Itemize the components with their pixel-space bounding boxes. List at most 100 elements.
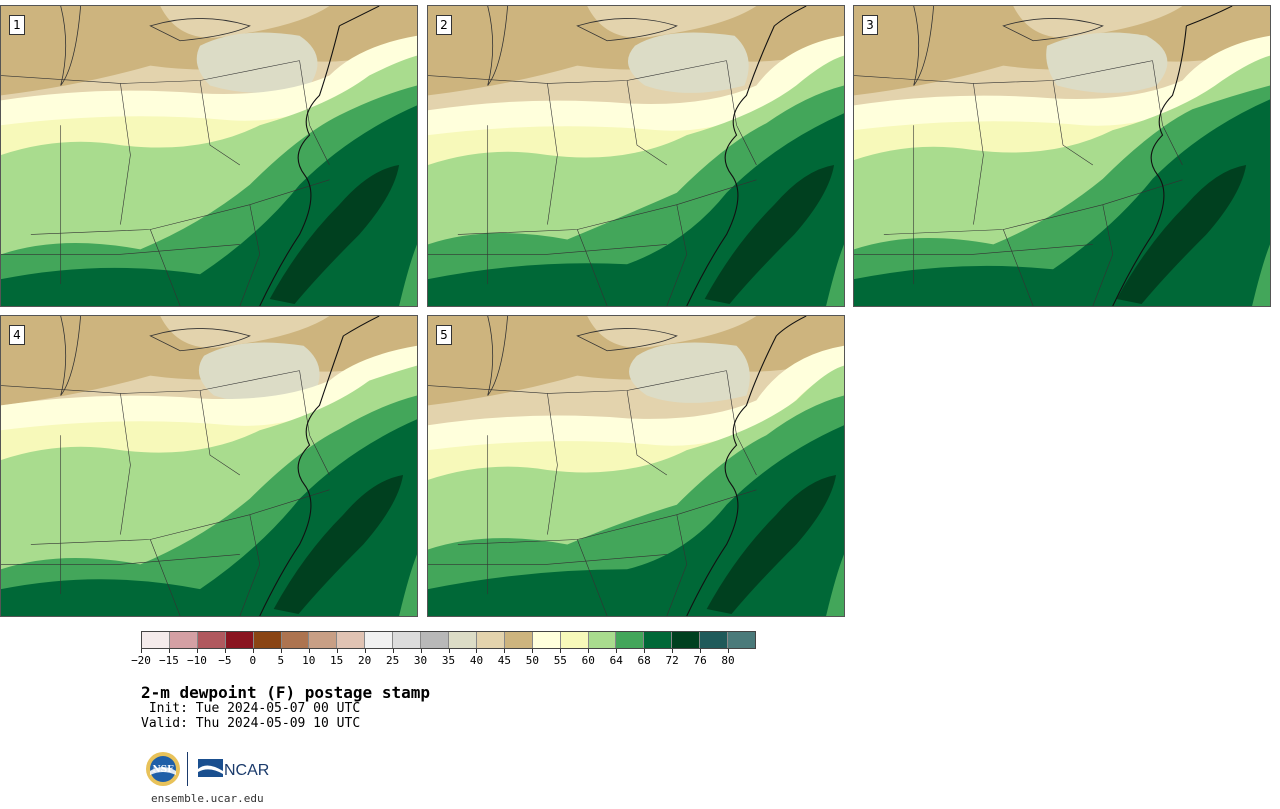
site-url: ensemble.ucar.edu: [151, 792, 264, 805]
state-border: [457, 489, 757, 545]
svg-text:NSF: NSF: [152, 765, 174, 775]
colorbar-tick-label: 40: [469, 654, 484, 667]
colorbar-tick: [700, 649, 702, 653]
state-border: [726, 60, 757, 166]
lake-outline: [1002, 18, 1104, 42]
colorbar-swatch: [337, 632, 366, 648]
colorbar-swatch: [448, 632, 477, 648]
state-border: [199, 390, 241, 476]
lake-outline: [487, 6, 509, 86]
colorbar-swatch: [616, 632, 645, 648]
lake-outline: [576, 328, 678, 352]
colorbar-tick: [308, 649, 310, 653]
panel-number: 4: [9, 325, 25, 345]
panel-number: 2: [436, 15, 452, 35]
colorbar-tick-label: 20: [358, 654, 372, 667]
state-border: [973, 83, 984, 225]
colorbar-swatch: [728, 632, 755, 648]
colorbar-tick-label: 10: [302, 654, 316, 667]
svg-text:NCAR: NCAR: [224, 762, 269, 779]
colorbar-tick: [728, 649, 730, 653]
lake-outline: [149, 18, 251, 42]
state-border: [1092, 204, 1114, 306]
colorbar-swatch: [644, 632, 673, 648]
state-border: [626, 390, 668, 476]
colorbar-tick-label: −5: [218, 654, 232, 667]
colorbar-tick-label: 80: [721, 654, 735, 667]
colorbar-tick: [252, 649, 254, 653]
state-border: [239, 204, 261, 306]
state-border: [1, 60, 300, 84]
state-border: [428, 60, 727, 84]
map-panel-2: 2: [427, 5, 845, 307]
map-panel-1: 1: [0, 5, 418, 307]
colorbar-tick: [196, 649, 198, 653]
colorbar-tick: [280, 649, 282, 653]
colorbar-tick-label: 35: [441, 654, 456, 667]
colorbar-tick-label: 5: [277, 654, 285, 667]
coastline: [1186, 6, 1233, 27]
colorbar-tick: [532, 649, 534, 653]
state-border: [666, 204, 688, 306]
very-dark-green-region: [269, 164, 400, 305]
lake-outline: [60, 316, 82, 396]
dewpoint-map: [428, 6, 844, 306]
ocean-region: [399, 244, 417, 306]
state-border: [577, 539, 608, 616]
colorbar-tick: [616, 649, 618, 653]
colorbar-swatch: [588, 632, 617, 648]
colorbar-tick-label: 55: [553, 654, 567, 667]
state-border: [666, 514, 688, 616]
colorbar-swatch: [309, 632, 338, 648]
colorbar-tick-label: 0: [249, 654, 257, 667]
state-border: [120, 393, 131, 535]
colorbar-swatch: [532, 632, 561, 648]
coastline: [774, 6, 807, 27]
colorbar-tick: [168, 649, 170, 653]
state-border: [239, 514, 261, 616]
colorbar-tick: [420, 649, 422, 653]
ncar-logo: NCAR: [198, 759, 269, 779]
lake-outline: [149, 328, 251, 352]
lake-outline: [60, 6, 82, 86]
coastline: [339, 6, 380, 27]
colorbar-tick-label: 60: [581, 654, 595, 667]
state-border: [1, 244, 240, 255]
colorbar-tick-label: −10: [186, 654, 207, 667]
colorbar-tick: [672, 649, 674, 653]
very-dark-green-region: [706, 474, 837, 615]
state-border: [150, 229, 181, 306]
panel-number: 1: [9, 15, 25, 35]
colorbar-tick: [476, 649, 478, 653]
colorbar-tick: [560, 649, 562, 653]
dewpoint-map: [1, 316, 417, 616]
panel-number: 5: [436, 325, 452, 345]
colorbar-swatch: [142, 632, 170, 648]
colorbar-tick: [644, 649, 646, 653]
colorbar-tick-label: 45: [497, 654, 512, 667]
colorbar-ticks: −20 −15 −10 −5 0 5 10 15 20 25 30 35 40 45 50 55 60 64 68 7…: [131, 649, 756, 669]
lake-outline: [487, 316, 509, 396]
dewpoint-map: [428, 316, 844, 616]
ocean-region: [826, 244, 844, 306]
very-dark-green-region: [704, 164, 835, 305]
state-border: [1052, 80, 1094, 166]
colorbar-tick: [336, 649, 338, 653]
colorbar-swatch: [225, 632, 254, 648]
state-border: [1, 554, 240, 565]
coastline: [343, 316, 380, 337]
colorbar-swatch: [197, 632, 226, 648]
colorbar-swatch: [421, 632, 449, 648]
coastline: [775, 316, 807, 337]
colorbar-tick-label: −20: [131, 654, 151, 667]
lake-outline: [913, 6, 935, 86]
colorbar-swatch: [504, 632, 533, 648]
valid-time: Valid: Thu 2024-05-09 10 UTC: [141, 716, 361, 731]
gray-region: [196, 32, 318, 93]
map-panel-4: 4: [0, 315, 418, 617]
gray-region: [1046, 32, 1168, 93]
chart-title: 2-m dewpoint (F) postage stamp: [141, 683, 430, 702]
state-border: [299, 370, 330, 476]
logo-separator: [187, 752, 188, 786]
state-border: [547, 393, 558, 535]
